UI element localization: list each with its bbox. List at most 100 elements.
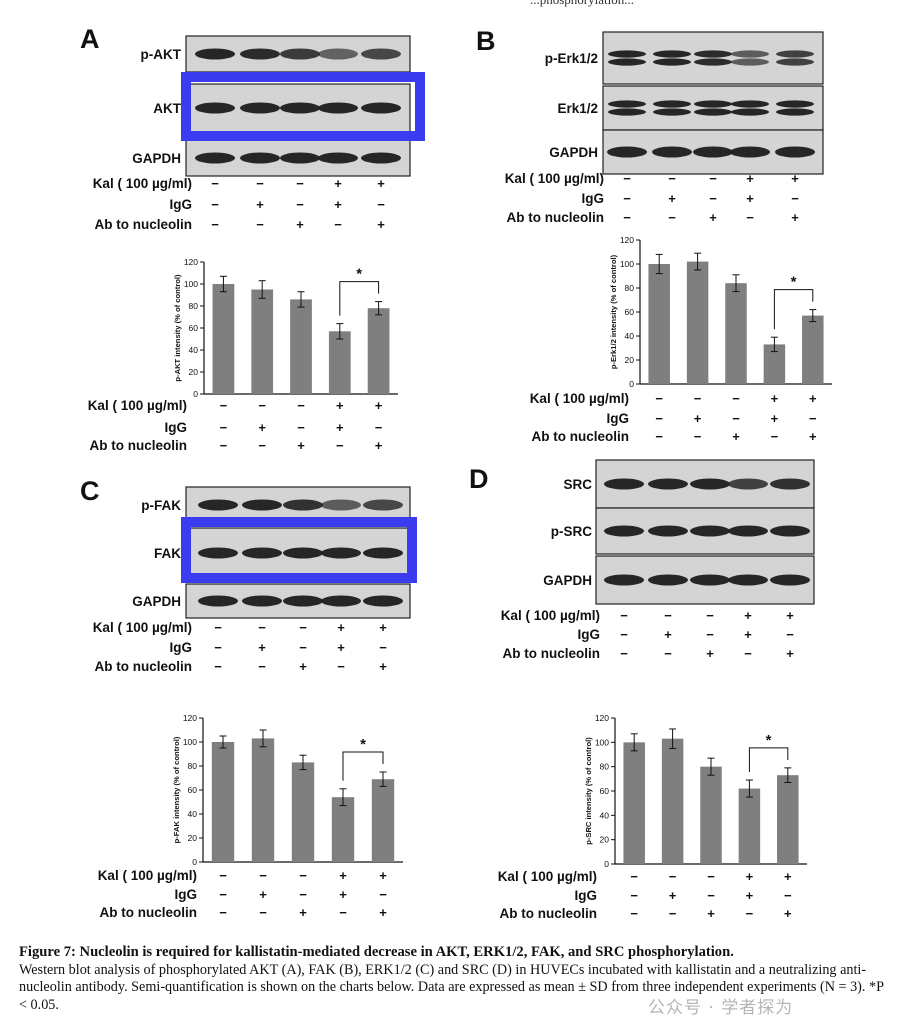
blot-band <box>690 525 730 537</box>
blot-band <box>283 499 323 511</box>
treatment-sign: − <box>664 646 672 661</box>
treatment-sign: − <box>258 659 266 674</box>
y-tick-label: 0 <box>604 859 609 869</box>
y-tick-label: 20 <box>625 355 635 365</box>
blot-band <box>280 152 320 164</box>
blot-row: GAPDH <box>132 583 411 619</box>
treatment-sign: − <box>664 608 672 623</box>
chart-treatment-sign: − <box>630 888 638 903</box>
chart-treatment-sign: − <box>379 887 387 902</box>
treatment-sign: + <box>337 640 345 655</box>
chart-treatment-sign: + <box>299 905 307 920</box>
bar <box>290 299 312 394</box>
chart-treatment-sign: + <box>669 888 677 903</box>
y-tick-label: 60 <box>189 323 199 333</box>
treatment-sign: − <box>299 620 307 635</box>
panel-letter: A <box>80 24 100 54</box>
treatment-sign: + <box>746 171 754 186</box>
treatment-sign: − <box>214 620 222 635</box>
treatment-sign: + <box>744 608 752 623</box>
blot-band <box>690 478 730 490</box>
treatment-sign: − <box>296 176 304 191</box>
blot-band <box>283 547 323 559</box>
treatment-sign: + <box>668 191 676 206</box>
blot-band <box>363 499 403 511</box>
chart-treatment-sign: − <box>220 438 228 453</box>
treatment-sign: − <box>746 210 754 225</box>
blot-band <box>198 547 238 559</box>
blot-band <box>198 595 238 607</box>
chart-treatment-sign: + <box>707 906 715 921</box>
bar <box>648 264 670 384</box>
panel-d: D SRC p-SRC GAPDH Kal ( 100 µg/ml) − − − + + IgG − +… <box>469 459 815 661</box>
y-tick-label: 100 <box>184 279 198 289</box>
y-tick-label: 0 <box>192 857 197 867</box>
chart-treatment-sign: − <box>219 868 227 883</box>
blot-band <box>608 100 646 108</box>
blot-band <box>240 102 280 114</box>
chart-treatment-sign: + <box>694 411 702 426</box>
y-tick-label: 20 <box>189 367 199 377</box>
blot-band <box>694 100 732 108</box>
y-tick-label: 60 <box>600 786 610 796</box>
blot-band <box>694 108 732 116</box>
treatment-sign: − <box>211 197 219 212</box>
blot-band <box>653 58 691 66</box>
treatment-sign: − <box>709 191 717 206</box>
blot-row: AKT <box>153 83 411 133</box>
significance-bracket <box>773 289 814 330</box>
blot-band <box>770 525 810 537</box>
chart-treatment-sign: − <box>630 906 638 921</box>
blot-band <box>321 499 361 511</box>
chart-treatment-sign: − <box>746 906 754 921</box>
chart-treatment-sign: − <box>220 420 228 435</box>
treatment-sign: + <box>379 620 387 635</box>
treatment-sign: + <box>299 659 307 674</box>
blot-label: SRC <box>563 477 592 492</box>
chart-treatment-sign: + <box>746 888 754 903</box>
blot-row: p-Erk1/2 <box>545 31 824 85</box>
blot-band <box>195 48 235 60</box>
y-tick-label: 120 <box>620 235 634 245</box>
highlight-box <box>181 72 425 141</box>
bar <box>623 742 645 864</box>
blot-band <box>280 48 320 60</box>
chart-treatment-sign: + <box>784 906 792 921</box>
chart-treatment-sign: + <box>259 887 267 902</box>
blot-band <box>653 100 691 108</box>
bar <box>291 762 315 862</box>
blot-band <box>653 50 691 58</box>
treatment-sign: − <box>620 627 628 642</box>
chart-treatment-sign: − <box>219 905 227 920</box>
treatment-sign: − <box>706 627 714 642</box>
blot-band <box>607 146 647 158</box>
blot-row: SRC <box>563 459 815 509</box>
treatment-sign: − <box>668 171 676 186</box>
blot-band <box>770 478 810 490</box>
significance-label: * <box>360 736 366 753</box>
blot-band <box>318 48 358 60</box>
chart-treatment-sign: + <box>375 438 383 453</box>
treatment-label: Ab to nucleolin <box>503 646 601 661</box>
chart-treatment-sign: + <box>771 411 779 426</box>
y-tick-label: 0 <box>629 379 634 389</box>
blot-band <box>730 146 770 158</box>
bar <box>738 788 761 864</box>
bar <box>331 797 355 862</box>
y-tick-label: 120 <box>183 713 197 723</box>
chart-treatment-label: Kal ( 100 µg/ml) <box>530 391 629 406</box>
blot-band <box>731 108 769 116</box>
chart-treatment-sign: − <box>771 429 779 444</box>
blot-label: p-Erk1/2 <box>545 51 598 66</box>
treatment-sign: − <box>214 659 222 674</box>
blot-band <box>321 595 361 607</box>
chart-treatment-sign: + <box>339 887 347 902</box>
blot-band <box>318 152 358 164</box>
bar <box>661 738 684 864</box>
bar <box>763 344 786 384</box>
bar <box>367 308 390 394</box>
significance-bracket <box>342 751 384 781</box>
significance-label: * <box>791 274 797 291</box>
chart-treatment-label: Ab to nucleolin <box>90 438 188 453</box>
